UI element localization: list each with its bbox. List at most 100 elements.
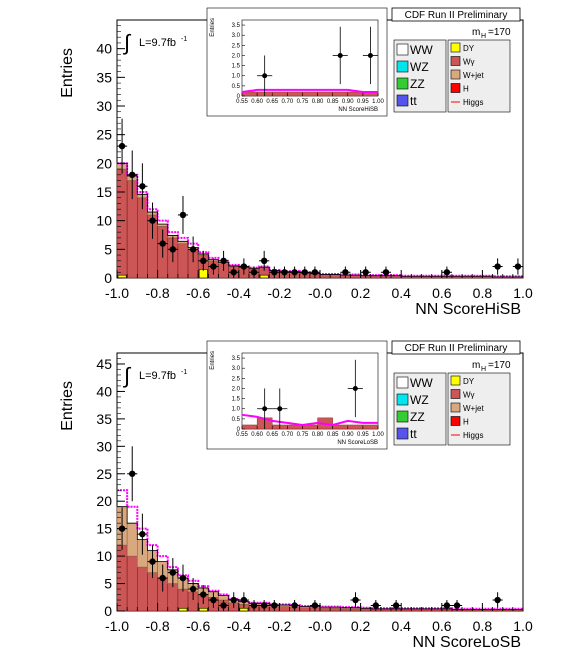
inset-y-tick-label: 0.5 [232,417,241,423]
dy-bar [178,607,188,612]
legend-label-right: W+jet [463,71,484,80]
wgamma-bar [299,607,311,612]
y-tick-label: 40 [96,41,112,57]
x-axis-title: NN ScoreLoSB [413,634,522,651]
data-point [129,470,136,477]
data-point [179,574,187,582]
wgamma-bar [360,608,372,612]
inset-x-tick-label: 0.60 [251,432,263,438]
inset-y-tick-label: 1.5 [232,64,241,70]
y-tick-label: 35 [96,411,112,427]
data-point [311,602,319,609]
inset-y-tick-label: 0 [237,94,241,100]
data-point [230,269,237,276]
data-point [362,269,369,276]
x-tick-label: 0.4 [391,618,411,634]
data-point [281,269,288,276]
legend-swatch-right [450,402,461,413]
legend-swatch-right [450,416,461,426]
data-point [260,257,268,264]
wgamma-bar [329,607,341,612]
wgamma-bar [319,607,331,612]
legend-swatch-left [396,376,409,389]
data-point [392,602,400,609]
x-tick-label: -0.6 [186,618,210,634]
inset-x-tick-label: 0.80 [312,99,324,105]
data-point [129,171,136,178]
data-point [220,257,227,264]
bottom-panel: -1.0 -0.8 -0.6 -0.4 -0.2 -0.0 0.2 0.4 0.6 0.8 1.00… [59,340,533,651]
inset-wgamma-bar [317,91,333,97]
top-panel: -1.0 -0.8 -0.6 -0.4 -0.2 -0.0 0.2 0.4 0.6 0.8 1.00… [59,7,533,318]
y-tick-label: 20 [96,155,112,171]
y-tick-label: 25 [96,127,112,143]
legend-label-right: Higgs [463,431,483,440]
data-point [291,269,298,276]
data-point [372,602,380,609]
inset-x-tick-label: 0.60 [251,99,263,105]
x-tick-label: -0.8 [146,618,170,634]
data-point [230,596,237,604]
y-tick-label: 15 [96,521,112,537]
y-tick-label: 10 [96,213,112,229]
data-point [210,263,217,270]
x-tick-label: -1.0 [105,285,129,301]
inset-wgamma-bar [241,424,258,430]
data-point [240,263,248,270]
x-tick-label: 1.0 [513,618,533,634]
data-point [189,585,197,593]
inset-y-tick-label: 3.0 [232,366,241,372]
legend-label-right: H [463,85,469,94]
wgamma-bar [167,583,179,612]
mass-sub: H [481,366,486,373]
inset-x-tick-label: 0.85 [327,99,339,105]
x-tick-label: 0.8 [473,618,493,634]
data-point [382,269,390,276]
x-axis-title: NN ScoreHiSB [415,301,521,318]
y-tick-label: 30 [96,438,112,454]
legend-swatch-left [396,410,409,423]
mass-label: m [472,27,480,38]
x-tick-label: -0.2 [267,285,291,301]
inset-y-title: Entries [210,18,216,37]
y-tick-label: 30 [96,98,112,114]
data-point [159,574,166,582]
x-tick-label: 0.6 [432,285,452,301]
y-tick-label: 5 [104,241,112,257]
data-point [149,558,156,565]
y-tick-label: 10 [96,548,112,564]
legend-label-right: Wγ [463,391,475,400]
x-tick-label: -0.4 [227,618,251,634]
inset-y-tick-label: 3.5 [232,23,241,29]
title-box [391,7,521,22]
x-tick-label: 1.0 [513,285,533,301]
mass-value: =170 [488,360,511,371]
lumi-label: L=9.7fb [139,370,176,382]
inset-x-tick-label: 0.55 [236,99,248,105]
chart-title: CDF Run II Preliminary [405,10,508,21]
inset-x-tick-label: 0.65 [266,99,278,105]
inset-x-tick-label: 0.70 [281,99,293,105]
x-tick-label: -1.0 [105,618,129,634]
legend-swatch-left [396,393,409,406]
inset-y-tick-label: 1.0 [232,407,241,413]
legend-label-right: DY [463,44,475,53]
legend-label-left: WW [410,43,433,57]
inset-y-tick-label: 2.5 [232,376,241,382]
dy-bar [198,607,208,612]
wjet-bar [218,595,229,601]
inset-data-point [277,406,283,412]
inset-x-tick-label: 0.55 [236,432,248,438]
inset-x-tick-label: 0.65 [266,432,278,438]
title-box [391,340,521,355]
data-point [271,269,278,276]
legend-label-left: WZ [410,393,429,407]
x-tick-label: -0.0 [308,618,332,634]
inset-x-tick-label: 0.80 [312,432,324,438]
data-point [118,142,126,150]
y-tick-label: 0 [104,603,112,619]
integral-symbol: ∫ [122,363,132,388]
x-tick-label: 0.2 [351,618,371,634]
wgamma-bar [319,274,331,279]
